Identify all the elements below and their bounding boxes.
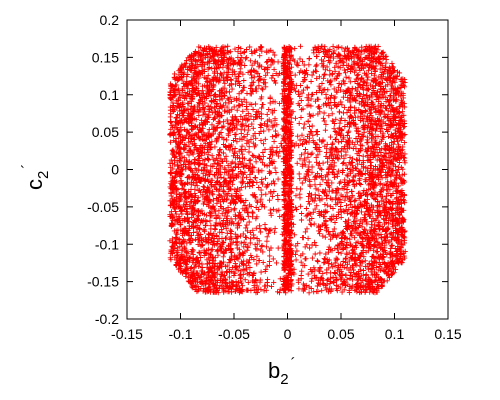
y-axis-label-prime: ´ bbox=[19, 164, 36, 169]
y-tick-label: 0.05 bbox=[92, 124, 119, 140]
scatter-points-plus-markers bbox=[167, 43, 408, 296]
x-tick-label: -0.05 bbox=[218, 326, 250, 342]
y-tick-label: -0.05 bbox=[87, 199, 119, 215]
x-tick-label: -0.15 bbox=[111, 326, 143, 342]
x-axis-label: b2´ bbox=[268, 355, 296, 388]
x-axis-label-base: b bbox=[268, 358, 280, 383]
x-tick-label: 0.15 bbox=[434, 326, 461, 342]
x-axis-label-prime: ´ bbox=[291, 355, 296, 372]
y-axis-label: c2 ´ bbox=[19, 164, 52, 190]
y-tick-label: 0.1 bbox=[100, 87, 120, 103]
x-tick-label: 0 bbox=[284, 326, 292, 342]
y-axis-label-sub: 2 bbox=[35, 171, 52, 179]
y-tick-label: 0 bbox=[111, 162, 119, 178]
y-tick-label: -0.2 bbox=[95, 311, 119, 327]
x-tick-label: 0.05 bbox=[327, 326, 354, 342]
y-axis-label-base: c bbox=[22, 179, 47, 190]
x-tick-labels: -0.15 -0.1 -0.05 0 0.05 0.1 0.15 bbox=[111, 326, 462, 342]
y-tick-label: -0.1 bbox=[95, 236, 119, 252]
x-tick-label: -0.1 bbox=[168, 326, 192, 342]
y-tick-labels: 0.2 0.15 0.1 0.05 0 -0.05 -0.1 -0.15 -0.2 bbox=[87, 12, 119, 327]
x-axis-label-sub: 2 bbox=[280, 371, 288, 388]
data-points bbox=[167, 43, 408, 296]
y-tick-label: 0.15 bbox=[92, 49, 119, 65]
y-tick-label: 0.2 bbox=[100, 12, 120, 28]
axis-ticks bbox=[126, 19, 449, 320]
y-tick-label: -0.15 bbox=[87, 274, 119, 290]
x-tick-label: 0.1 bbox=[385, 326, 405, 342]
